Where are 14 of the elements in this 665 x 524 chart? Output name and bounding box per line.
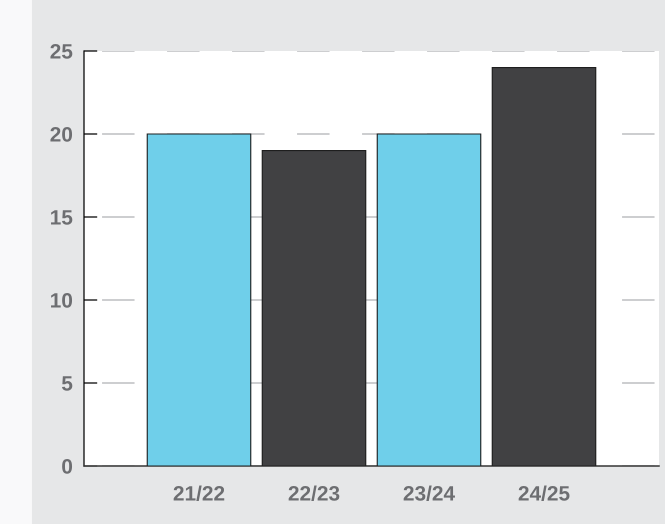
y-tick-label: 25	[50, 44, 72, 59]
x-tick-label: 21/22	[174, 485, 224, 501]
bar	[492, 67, 596, 466]
x-tick-label: 22/23	[288, 485, 340, 501]
y-tick-label: 10	[51, 293, 72, 308]
y-tick-label: 0	[62, 459, 72, 474]
y-tick-label: 5	[62, 376, 72, 391]
bar	[262, 150, 366, 466]
bar	[146, 133, 252, 466]
bar	[376, 133, 482, 466]
y-tick-label: 15	[51, 210, 72, 225]
x-tick-label: 23/24	[404, 485, 455, 501]
y-tick-label: 20	[50, 127, 72, 142]
x-tick-label: 24/25	[518, 485, 570, 501]
